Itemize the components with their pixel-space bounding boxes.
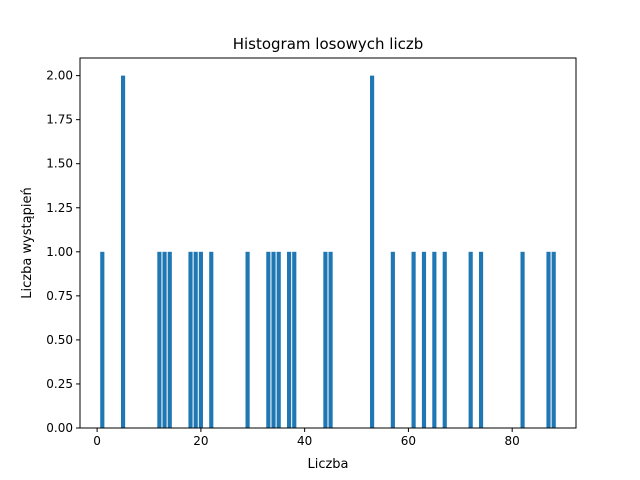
bar [209,251,214,428]
bar [520,251,525,428]
y-axis-ticks: 0.00 0.25 0.50 0.75 1.00 1.25 1.50 1.75 2.00 [46,69,80,435]
bar [188,251,193,428]
bar [100,251,105,428]
bar [271,251,276,428]
bar [287,251,292,428]
bar [193,251,198,428]
y-tick-label: 2.00 [46,69,73,83]
x-tick-label: 60 [401,434,416,448]
x-tick-label: 40 [297,434,312,448]
y-tick-label: 1.25 [46,201,73,215]
bar [546,251,551,428]
x-tick-label: 80 [505,434,520,448]
chart-title: Histogram losowych liczb [233,35,424,53]
bar [167,251,172,428]
bar [551,251,556,428]
bar [328,251,333,428]
bar [276,251,281,428]
bar [390,251,395,428]
bar [442,251,447,428]
plot-frame [79,57,577,429]
bar [266,251,271,428]
bar [245,251,250,428]
bar [370,75,375,429]
bar [120,75,126,429]
bar [323,251,328,428]
x-tick-label: 20 [193,434,208,448]
y-axis-label: Liczba wystąpień [20,187,35,298]
bar [432,251,437,428]
x-axis-label: Liczba [307,457,348,472]
y-tick-label: 0.50 [46,333,73,347]
y-tick-label: 0.75 [46,289,73,303]
bar [292,251,297,428]
bar [157,251,162,428]
bar [478,251,484,428]
bar [421,251,427,428]
y-tick-label: 1.50 [46,157,73,171]
bar [411,251,416,428]
bar [198,251,203,428]
bar [468,251,473,428]
y-tick-label: 0.00 [46,421,73,435]
bar [162,251,167,428]
y-tick-label: 1.00 [46,245,73,259]
y-tick-label: 1.75 [46,113,73,127]
bars-group [100,75,556,429]
x-tick-label: 0 [93,434,101,448]
x-axis-ticks: 0 20 40 60 80 [93,428,520,448]
y-tick-label: 0.25 [46,377,73,391]
